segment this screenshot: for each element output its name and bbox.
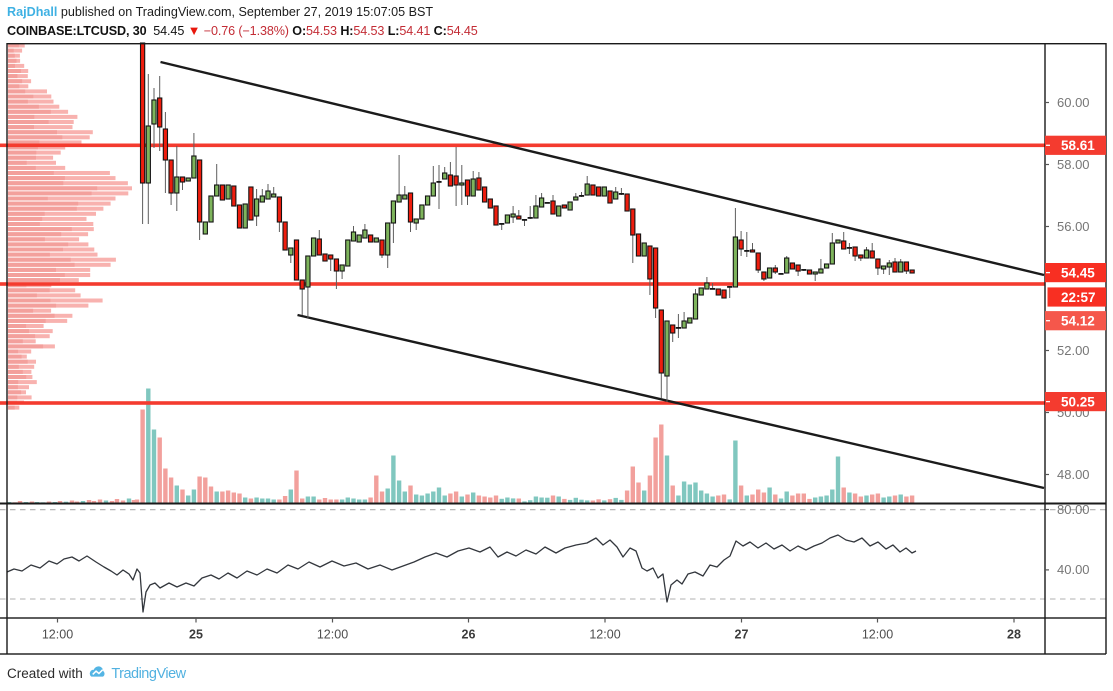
svg-text:50.25: 50.25 bbox=[1061, 394, 1095, 409]
svg-text:54.45: 54.45 bbox=[1061, 265, 1095, 280]
svg-text:12:00: 12:00 bbox=[317, 628, 348, 642]
svg-text:58.00: 58.00 bbox=[1057, 157, 1090, 172]
svg-text:12:00: 12:00 bbox=[42, 628, 73, 642]
svg-text:22:57: 22:57 bbox=[1061, 290, 1096, 305]
svg-text:26: 26 bbox=[462, 628, 476, 642]
svg-text:27: 27 bbox=[735, 628, 749, 642]
svg-text:40.00: 40.00 bbox=[1057, 562, 1090, 577]
svg-text:12:00: 12:00 bbox=[589, 628, 620, 642]
svg-text:52.00: 52.00 bbox=[1057, 343, 1090, 358]
svg-text:54.12: 54.12 bbox=[1061, 314, 1095, 329]
svg-text:60.00: 60.00 bbox=[1057, 95, 1090, 110]
svg-text:12:00: 12:00 bbox=[862, 628, 893, 642]
svg-text:58.61: 58.61 bbox=[1061, 138, 1095, 153]
svg-text:28: 28 bbox=[1007, 628, 1021, 642]
svg-text:25: 25 bbox=[189, 628, 203, 642]
svg-text:48.00: 48.00 bbox=[1057, 467, 1090, 482]
svg-text:80.00: 80.00 bbox=[1057, 502, 1090, 517]
svg-text:56.00: 56.00 bbox=[1057, 219, 1090, 234]
